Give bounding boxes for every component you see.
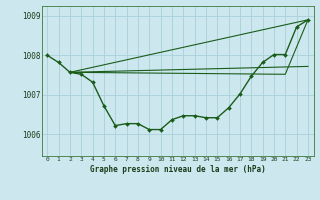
X-axis label: Graphe pression niveau de la mer (hPa): Graphe pression niveau de la mer (hPa)	[90, 165, 266, 174]
